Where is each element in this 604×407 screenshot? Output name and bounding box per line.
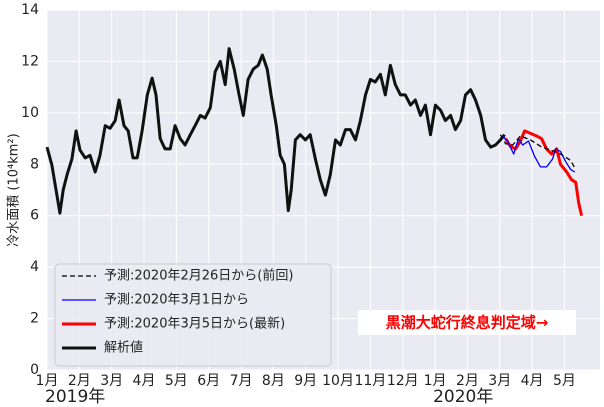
- x-tick-label: 11月: [354, 373, 386, 389]
- x-tick-label: 2月: [68, 373, 91, 389]
- legend: 予測:2020年2月26日から(前回) 予測:2020年3月1日から予測:2020…: [62, 268, 293, 356]
- x-tick-label: 2月: [456, 373, 479, 389]
- y-tick-label: 12: [21, 53, 39, 69]
- y-tick-label: 0: [30, 362, 39, 378]
- x-tick-label: 4月: [133, 373, 156, 389]
- legend-box: [54, 263, 332, 367]
- y-tick-label: 4: [30, 259, 39, 275]
- x-tick-label: 3月: [100, 373, 123, 389]
- x-tick-label: 1月: [424, 373, 447, 389]
- x-tick-label: 12月: [387, 373, 419, 389]
- x-tick-label: 7月: [230, 373, 253, 389]
- x-tick-label: 5月: [165, 373, 188, 389]
- x-tick-label: 9月: [294, 373, 317, 389]
- x-tick-label: 1月: [36, 373, 59, 389]
- annotation: 黒潮大蛇行終息判定域→: [386, 314, 549, 332]
- year-label: 2020年: [433, 387, 493, 407]
- x-tick-label: 10月: [322, 373, 354, 389]
- legend-label: 予測:2020年3月1日から: [104, 293, 249, 308]
- series-line: [502, 135, 576, 173]
- legend-label: 予測:2020年2月26日から(前回): [104, 268, 293, 284]
- ticks: 0 2 4 6 8 10 12 14 1月 2月 3月 4月 5月 6月 7月 8月 9月 10月 11月 12月 1月…: [21, 2, 576, 407]
- x-tick-label: 4月: [521, 373, 544, 389]
- year-label: 2019年: [45, 387, 105, 407]
- annotation-box: [358, 310, 576, 335]
- x-tick-label: 6月: [197, 373, 220, 389]
- y-tick-label: 8: [30, 156, 39, 172]
- y-axis-label: 冷水面積 (10⁴km²): [7, 133, 22, 246]
- x-tick-label: 3月: [488, 373, 511, 389]
- lines: [45, 47, 584, 217]
- y-tick-label: 2: [30, 311, 39, 327]
- y-tick-label: 10: [21, 105, 39, 121]
- series-line: [45, 47, 506, 215]
- y-tick-label: 6: [30, 208, 39, 224]
- x-tick-label: 5月: [553, 373, 576, 389]
- y-tick-label: 14: [21, 2, 39, 18]
- legend-label: 予測:2020年3月5日から(最新): [104, 316, 285, 332]
- legend-label: 解析値: [104, 340, 143, 356]
- x-tick-label: 8月: [262, 373, 285, 389]
